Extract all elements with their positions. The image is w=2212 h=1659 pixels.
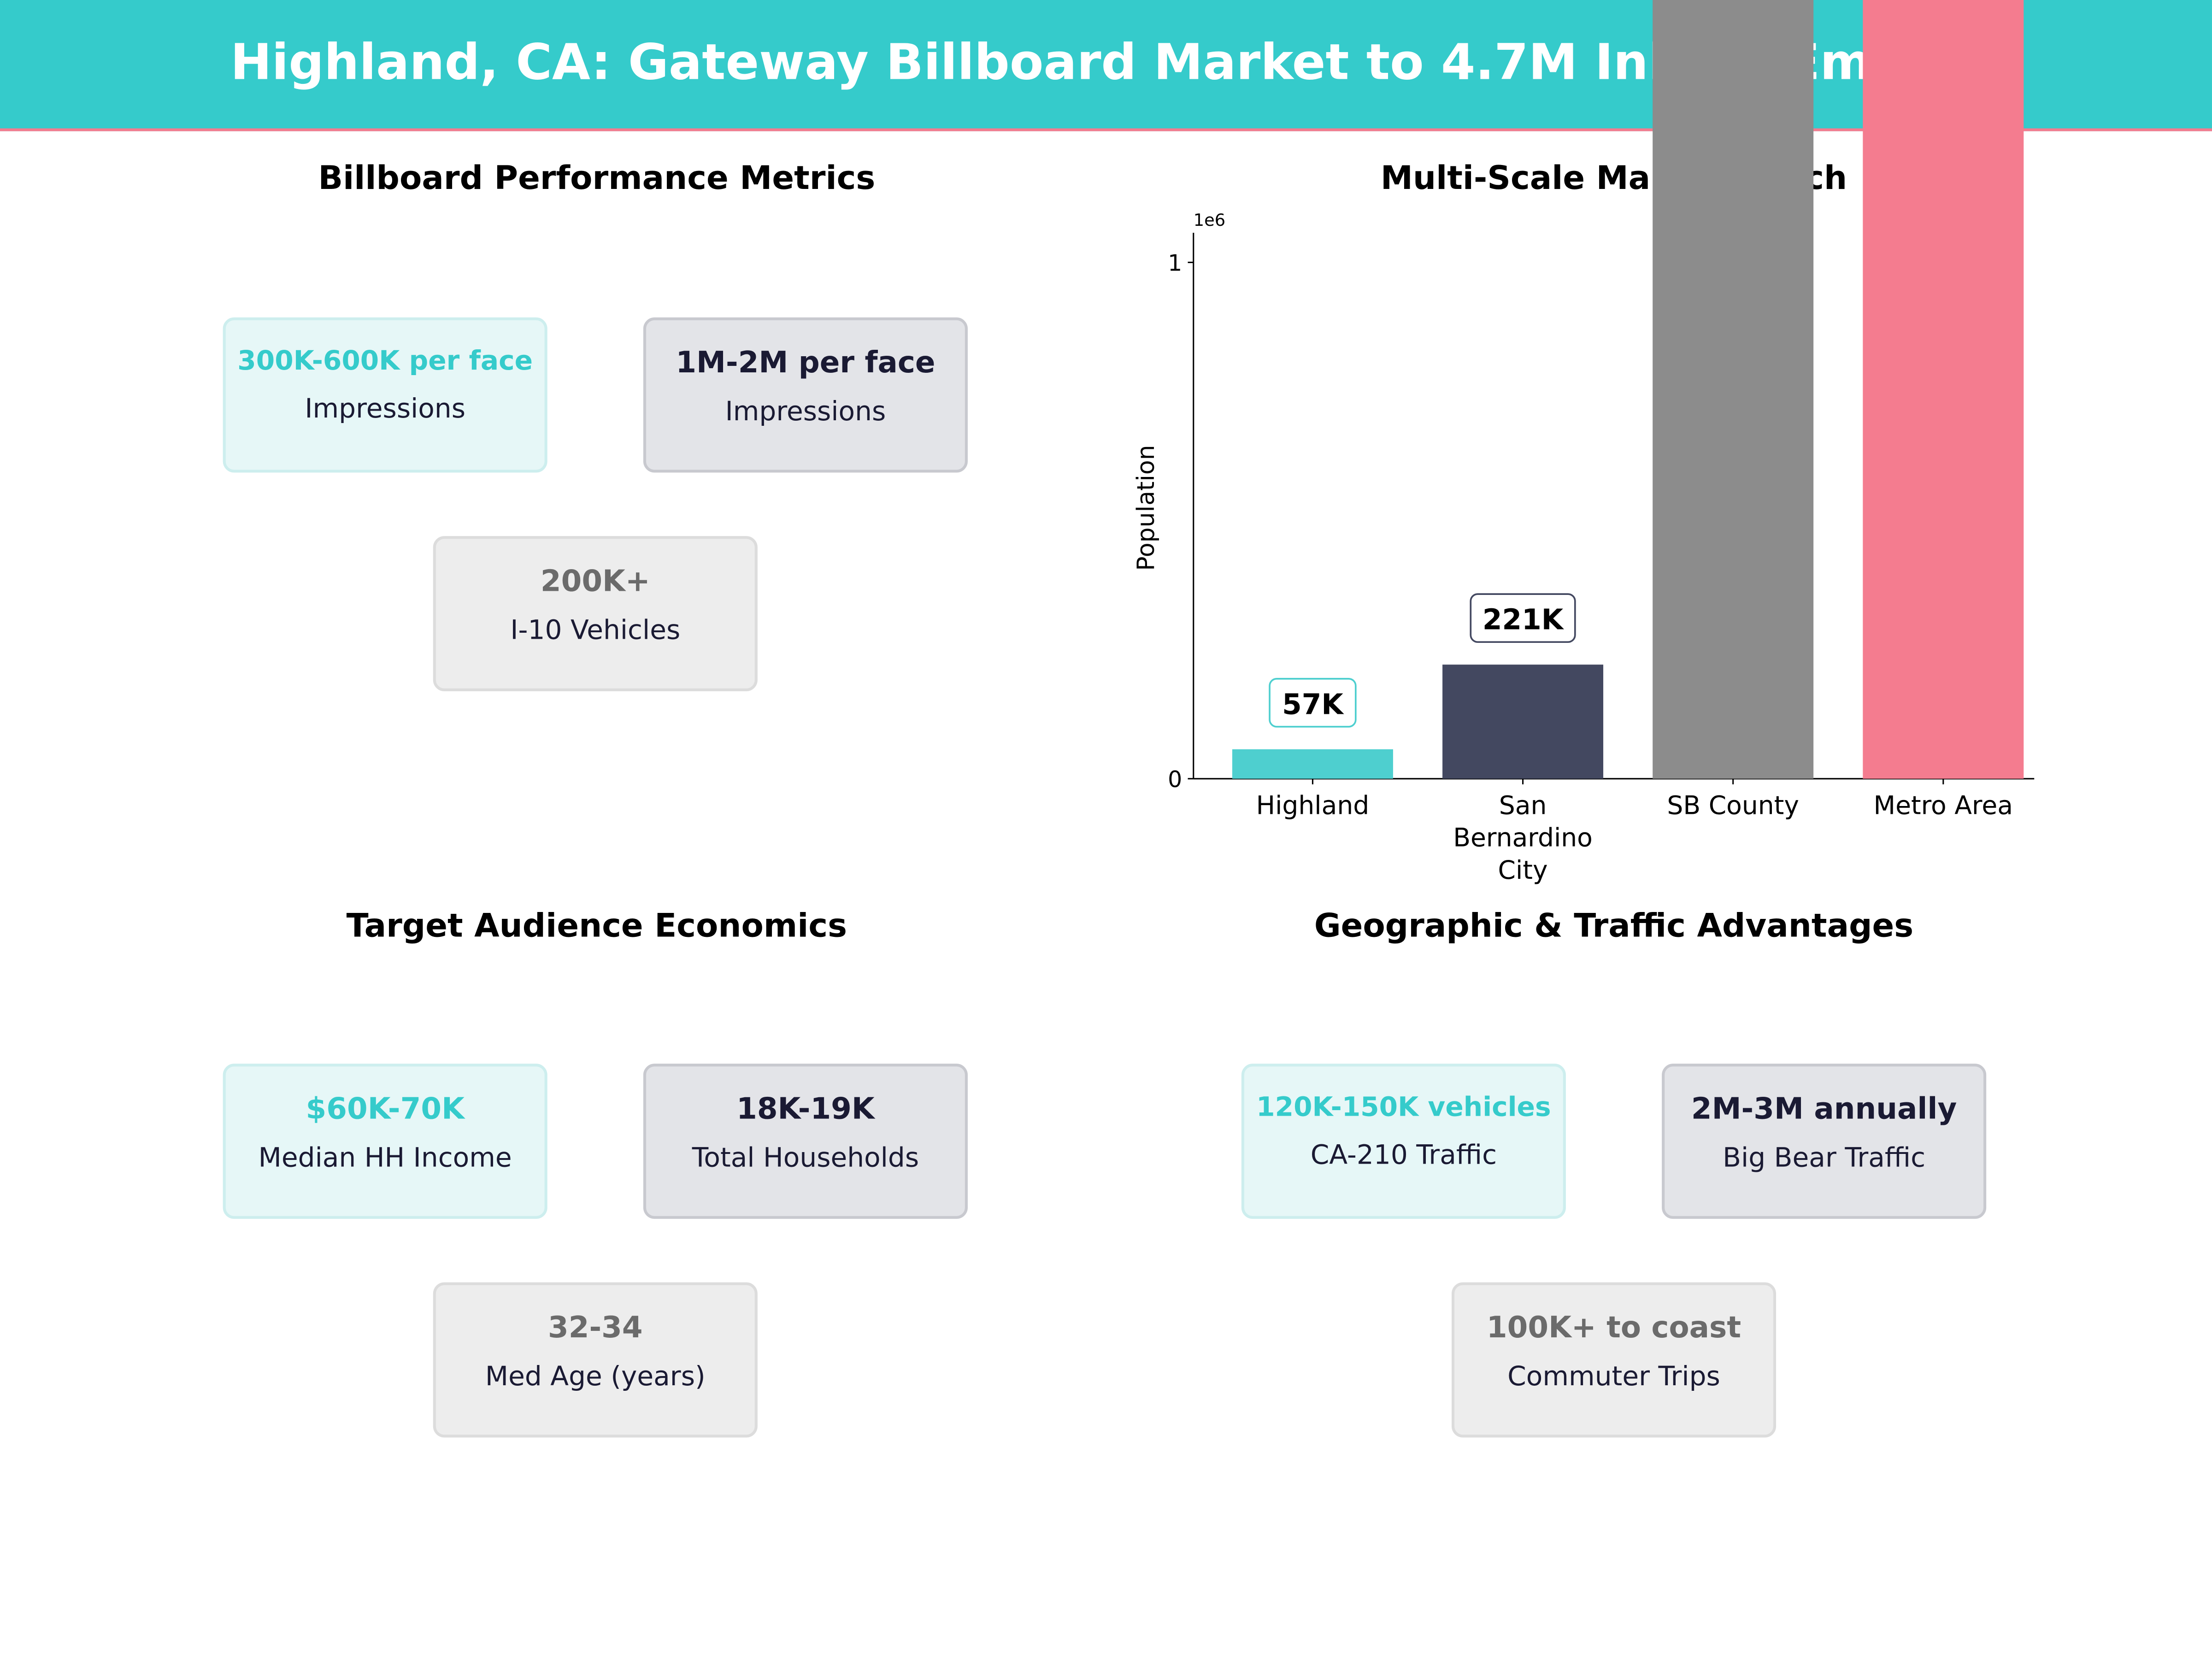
bar-3 <box>1863 0 2024 779</box>
metric-label: Impressions <box>305 394 466 425</box>
x-tick-label: SB County <box>1667 790 1799 820</box>
geo-panel-title: Geographic & Traffic Advantages <box>1314 908 1914 946</box>
bar-2 <box>1653 0 1814 779</box>
metric-value: 18K-19K <box>736 1092 875 1126</box>
metric-label: I-10 Vehicles <box>510 615 681 647</box>
metric-card: 32-34 Med Age (years) <box>433 1282 758 1438</box>
metric-value: 120K-150K vehicles <box>1256 1092 1551 1123</box>
billboard-panel-title: Billboard Performance Metrics <box>318 160 876 198</box>
x-tick-label: Metro Area <box>1874 790 2013 820</box>
bar-0 <box>1232 749 1393 779</box>
metric-card: 200K+ I-10 Vehicles <box>433 536 758 691</box>
data-label: 221K <box>1483 604 1565 636</box>
metric-card: 18K-19K Total Households <box>643 1064 968 1219</box>
data-label-box <box>1269 678 1357 728</box>
metric-label: Big Bear Traffic <box>1723 1142 1926 1174</box>
x-tick-label: San <box>1499 790 1547 820</box>
metric-card: 100K+ to coast Commuter Trips <box>1451 1282 1777 1438</box>
metric-card: $60K-70K Median HH Income <box>223 1064 547 1219</box>
bar-1 <box>1442 665 1604 779</box>
metric-value: 2M-3M annually <box>1691 1092 1957 1126</box>
metric-card: 1M-2M per face Impressions <box>643 317 968 473</box>
metric-label: Impressions <box>725 396 886 428</box>
metric-card: 300K-600K per face Impressions <box>223 317 547 473</box>
data-label: 57K <box>1282 688 1344 721</box>
metric-value: 100K+ to coast <box>1486 1310 1741 1345</box>
audience-panel-title: Target Audience Economics <box>346 908 847 946</box>
data-label-box <box>1470 593 1576 643</box>
metric-value: 32-34 <box>547 1310 643 1345</box>
metric-card: 2M-3M annually Big Bear Traffic <box>1662 1064 1987 1219</box>
y-tick-label: 0 <box>1168 766 1182 793</box>
y-tick-label: 1 <box>1168 250 1182 276</box>
metric-value: 200K+ <box>540 564 650 598</box>
metric-value: 300K-600K per face <box>237 345 533 377</box>
metric-card: 120K-150K vehicles CA-210 Traffic <box>1241 1064 1566 1219</box>
metric-value: $60K-70K <box>306 1092 465 1126</box>
y-offset-label: 1e6 <box>1194 210 1225 230</box>
metric-label: Median HH Income <box>258 1142 512 1174</box>
x-tick-label: City <box>1498 855 1548 885</box>
y-axis-label: Population <box>1132 445 1160 571</box>
metric-label: CA-210 Traffic <box>1310 1140 1497 1171</box>
metric-value: 1M-2M per face <box>676 345 935 380</box>
metric-label: Commuter Trips <box>1507 1361 1720 1393</box>
metric-label: Med Age (years) <box>485 1361 706 1393</box>
x-tick-label: Highland <box>1256 790 1370 820</box>
metric-label: Total Households <box>692 1142 919 1174</box>
x-tick-label: Bernardino <box>1453 823 1593 853</box>
